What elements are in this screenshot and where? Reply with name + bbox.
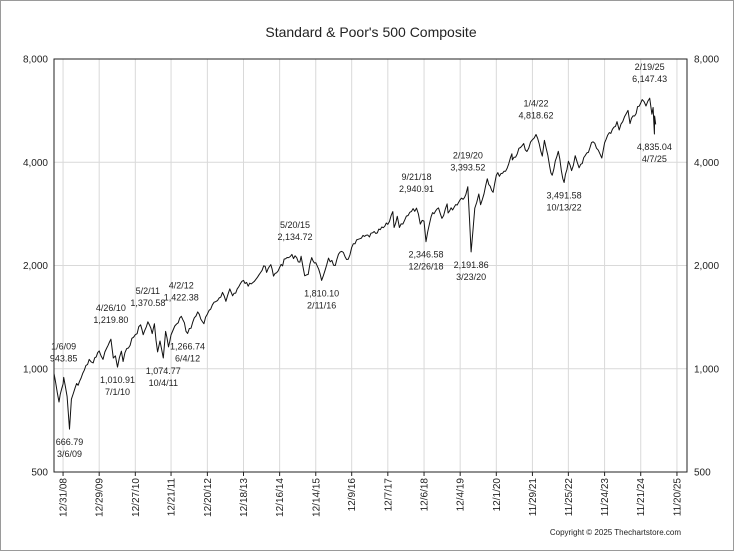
annotation-label: 4,818.62 bbox=[518, 111, 553, 121]
annotation-label: 1,219.80 bbox=[93, 315, 128, 325]
copyright-text: Copyright © 2025 Thechartstore.com bbox=[550, 528, 681, 537]
annotation-label: 1/6/09 bbox=[51, 341, 76, 351]
x-tick-label: 12/6/18 bbox=[420, 478, 431, 512]
annotation-label: 12/26/18 bbox=[409, 262, 444, 272]
x-tick-label: 11/20/25 bbox=[672, 478, 683, 517]
grid bbox=[54, 58, 687, 473]
x-tick-label: 12/4/19 bbox=[456, 478, 467, 512]
annotation-label: 3/23/20 bbox=[456, 272, 486, 282]
x-tick-label: 11/29/21 bbox=[528, 478, 539, 517]
annotation-label: 10/4/11 bbox=[149, 378, 178, 388]
y-tick-label-right: 8,000 bbox=[694, 55, 719, 66]
annotation-label: 1,810.10 bbox=[304, 288, 339, 298]
y-tick-label-right: 4,000 bbox=[694, 158, 719, 169]
annotation-label: 5/20/15 bbox=[280, 220, 310, 230]
annotation-label: 4,835.04 bbox=[637, 142, 672, 152]
annotation-label: 4/26/10 bbox=[96, 303, 126, 313]
x-tick-label: 12/21/11 bbox=[167, 478, 178, 517]
x-tick-label: 12/18/13 bbox=[239, 478, 250, 517]
annotation-label: 2/19/25 bbox=[635, 62, 665, 72]
x-tick-label: 12/20/12 bbox=[203, 478, 214, 517]
annotation-label: 2,134.72 bbox=[278, 232, 313, 242]
y-tick-label-right: 1,000 bbox=[694, 364, 719, 375]
y-axis-right: 500 1,000 2,000 4,000 8,000 bbox=[694, 55, 719, 479]
annotations: 1/6/09943.85666.793/6/094/26/101,219.801… bbox=[50, 62, 672, 459]
x-tick-label: 12/31/08 bbox=[59, 478, 70, 517]
y-tick-label-left: 4,000 bbox=[23, 158, 48, 169]
annotation-label: 1,422.38 bbox=[164, 292, 199, 302]
x-tick-label: 12/14/15 bbox=[311, 478, 322, 517]
y-tick-label-left: 2,000 bbox=[23, 261, 48, 272]
y-axis-left: 500 1,000 2,000 4,000 8,000 bbox=[23, 55, 48, 479]
annotation-label: 6/4/12 bbox=[175, 354, 200, 364]
annotation-label: 666.79 bbox=[56, 437, 84, 447]
x-tick-label: 11/25/22 bbox=[564, 478, 575, 517]
price-series-line bbox=[53, 97, 657, 430]
annotation-label: 2,191.86 bbox=[454, 260, 489, 270]
x-tick-label: 12/27/10 bbox=[131, 478, 142, 517]
x-tick-label: 12/16/14 bbox=[275, 478, 286, 517]
y-tick-label-right: 2,000 bbox=[694, 261, 719, 272]
annotation-label: 3/6/09 bbox=[57, 449, 82, 459]
plot-border bbox=[53, 58, 688, 473]
x-tick-label: 12/7/17 bbox=[383, 478, 394, 512]
annotation-label: 10/13/22 bbox=[547, 202, 582, 212]
annotation-label: 1/4/22 bbox=[523, 99, 548, 109]
y-tick-label-right: 500 bbox=[694, 468, 711, 479]
annotation-label: 2,940.91 bbox=[399, 184, 434, 194]
annotation-label: 3,393.52 bbox=[450, 163, 485, 173]
y-tick-label-left: 8,000 bbox=[23, 55, 48, 66]
annotation-label: 4/2/12 bbox=[169, 280, 194, 290]
annotation-label: 7/1/10 bbox=[105, 387, 130, 397]
x-tick-label: 12/1/20 bbox=[492, 478, 503, 512]
chart-title: Standard & Poor's 500 Composite bbox=[265, 24, 476, 40]
annotation-label: 2/19/20 bbox=[453, 151, 483, 161]
y-tick-label-left: 1,000 bbox=[23, 364, 48, 375]
y-tick-label-left: 500 bbox=[31, 468, 48, 479]
annotation-label: 1,010.91 bbox=[100, 375, 135, 385]
annotation-label: 1,370.58 bbox=[130, 298, 165, 308]
x-tick-label: 12/9/16 bbox=[347, 478, 358, 512]
annotation-label: 1,074.77 bbox=[146, 366, 181, 376]
x-tick-label: 11/24/23 bbox=[600, 478, 611, 517]
x-tick-label: 11/21/24 bbox=[636, 478, 647, 517]
x-tick-label: 12/29/09 bbox=[95, 478, 106, 517]
annotation-label: 6,147.43 bbox=[632, 74, 667, 84]
annotation-label: 9/21/18 bbox=[401, 172, 431, 182]
annotation-label: 4/7/25 bbox=[642, 154, 667, 164]
annotation-label: 2/11/16 bbox=[307, 300, 336, 310]
annotation-label: 5/2/11 bbox=[136, 286, 160, 296]
annotation-label: 3,491.58 bbox=[547, 190, 582, 200]
annotation-label: 2,346.58 bbox=[409, 250, 444, 260]
x-axis: 12/31/08 12/29/09 12/27/10 12/21/11 12/20/12… bbox=[59, 472, 683, 517]
annotation-label: 1,266.74 bbox=[170, 342, 205, 352]
annotation-label: 943.85 bbox=[50, 353, 78, 363]
